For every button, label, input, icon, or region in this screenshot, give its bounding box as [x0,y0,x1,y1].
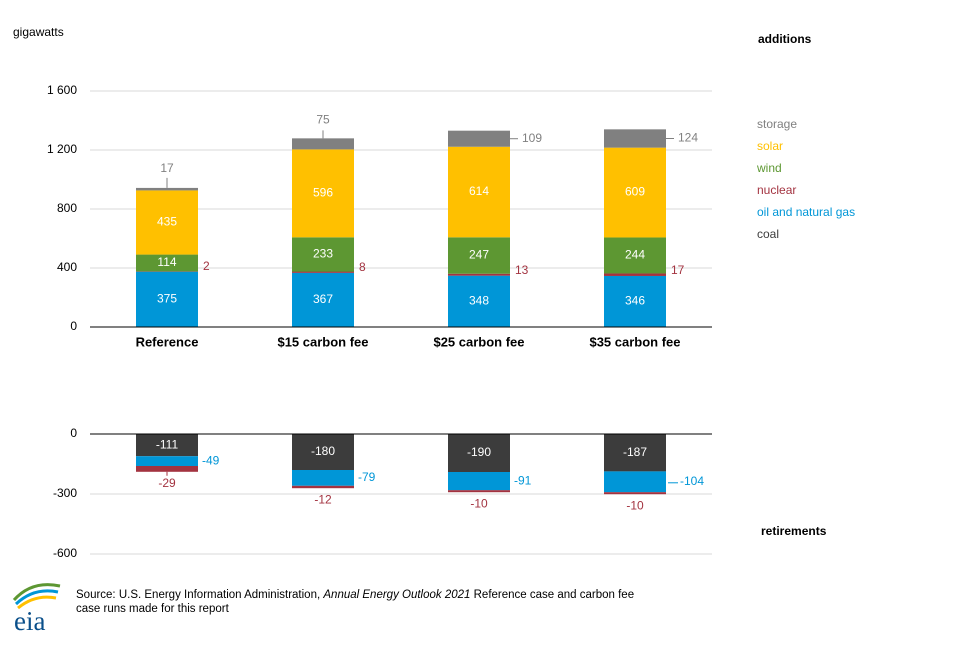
y-tick-label: 0 [70,319,77,333]
additions-panel-title: additions [758,32,812,46]
legend-item-nuclear: nuclear [757,183,797,197]
data-label-nuclear: -29 [158,476,176,490]
data-label-nuclear: -12 [314,492,332,506]
data-label-coal: -180 [311,444,335,458]
y-tick-label: 1 600 [47,83,77,97]
eia-logo: eia [8,578,68,641]
legend-item-solar: solar [757,139,784,153]
data-label-solar: 435 [157,215,177,229]
source-suffix: Reference case and carbon fee case runs … [76,589,635,615]
data-label-storage: 124 [678,131,698,145]
bar-segment-solar [292,149,354,238]
data-label-coal: -190 [467,445,491,459]
source-prefix: Source: U.S. Energy Information Administ… [76,589,324,601]
logo-text: eia [14,606,45,636]
data-label-oil-and-natural-gas: 375 [157,292,177,306]
x-tick-label: $15 carbon fee [277,334,368,349]
bar-segment-storage [604,129,666,148]
data-label-oil-and-natural-gas: -49 [202,453,220,467]
bar-segment-nuclear [604,273,666,276]
data-label-coal: -111 [156,437,179,451]
data-label-oil-and-natural-gas: 346 [625,294,645,308]
data-label-wind: 233 [313,247,333,261]
bar-segment-solar [448,146,510,238]
bar-segment-nuclear [292,485,354,489]
bar-segment-storage [292,138,354,150]
data-label-oil-and-natural-gas: -91 [514,473,532,487]
y-tick-label: 1 200 [47,142,77,156]
bar-segment-nuclear [448,490,510,493]
x-tick-label: Reference [136,334,199,349]
data-label-oil-and-natural-gas: 367 [313,292,333,306]
bar-segment-wind [292,237,354,272]
bar-segment-coal [136,434,198,457]
data-label-nuclear: -10 [470,496,488,510]
data-label-nuclear: 13 [515,263,529,277]
data-label-storage: 75 [316,113,330,127]
data-label-wind: 114 [157,255,176,269]
legend-item-wind: wind [757,161,782,175]
x-tick-label: $35 carbon fee [589,334,680,349]
data-label-nuclear: 2 [203,259,210,273]
data-label-wind: 247 [469,248,489,262]
source-note: Source: U.S. Energy Information Administ… [76,588,636,616]
bar-segment-nuclear [136,466,198,472]
bar-segment-coal [604,434,666,472]
y-axis-unit-label: gigawatts [13,25,64,39]
y-tick-label: 800 [57,201,77,215]
legend-item-coal: coal [757,227,780,241]
data-label-oil-and-natural-gas: 348 [469,294,489,308]
data-label-nuclear: 17 [671,263,685,277]
legend-item-oil-and-natural-gas: oil and natural gas [757,205,856,219]
bar-segment-wind [448,237,510,274]
bar-segment-storage [136,187,198,191]
data-label-solar: 609 [625,185,645,199]
y-tick-label: -300 [53,486,77,500]
bar-segment-oil-and-natural-gas [292,470,354,486]
bar-segment-oil-and-natural-gas [448,275,510,327]
bar-segment-wind [136,254,198,272]
bar-segment-solar [136,190,198,255]
bar-segment-coal [292,434,354,470]
bar-segment-coal [448,434,510,472]
bar-segment-nuclear [604,492,666,495]
source-publication: Annual Energy Outlook 2021 [323,589,471,601]
legend: storage solar wind nuclear oil and natur… [757,117,855,249]
bar-segment-oil-and-natural-gas [604,275,666,327]
bar-segment-oil-and-natural-gas [292,272,354,327]
data-label-nuclear: 8 [359,260,366,274]
data-label-solar: 614 [469,184,489,198]
retirements-panel-title: retirements [761,524,827,538]
data-label-oil-and-natural-gas: -79 [358,470,376,484]
legend-item-storage: storage [757,117,798,131]
data-label-nuclear: -10 [626,498,644,512]
bar-segment-solar [604,147,666,238]
bar-segment-oil-and-natural-gas [136,271,198,327]
x-tick-label: $25 carbon fee [433,334,524,349]
data-label-solar: 596 [313,186,333,200]
bar-segment-oil-and-natural-gas [604,471,666,493]
bar-segment-storage [448,130,510,147]
bar-segment-oil-and-natural-gas [136,456,198,466]
data-label-storage: 109 [522,131,542,145]
data-label-coal: -187 [623,445,647,459]
data-label-oil-and-natural-gas: -104 [680,474,704,488]
bar-segment-nuclear [292,271,354,273]
y-tick-label: 0 [70,426,77,440]
data-label-wind: 244 [625,248,645,262]
bar-segment-wind [604,237,666,274]
data-label-storage: 17 [160,161,174,175]
bar-segment-oil-and-natural-gas [448,472,510,491]
y-tick-label: 400 [57,260,77,274]
y-tick-label: -600 [53,546,77,560]
bar-segment-nuclear [448,273,510,276]
